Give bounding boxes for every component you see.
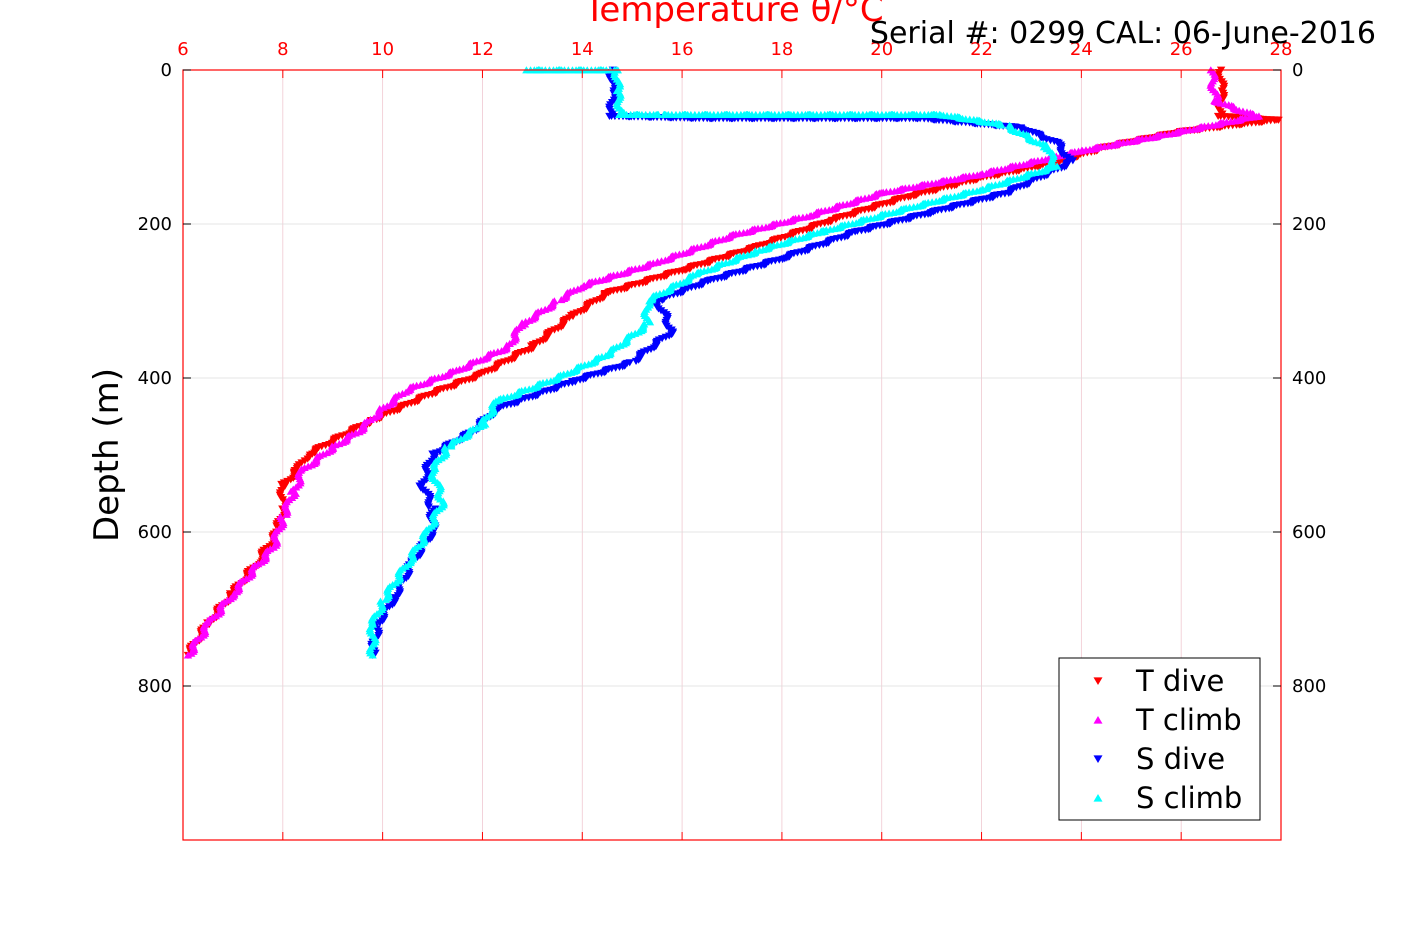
x-tick-label: 22 [970,39,993,60]
data-point [183,651,193,659]
y-tick-label-left: 600 [138,522,172,543]
x-tick-label: 8 [277,39,288,60]
x-tick-label: 10 [371,39,394,60]
data-point [654,110,663,119]
x-tick-label: 24 [1070,39,1093,60]
data-point [424,503,433,511]
x-tick-label: 6 [177,39,188,60]
data-point [447,442,456,450]
y-axis-label: Depth (m) [87,368,127,542]
series-t-climb [183,66,1264,659]
y-tick-label-right: 800 [1292,676,1326,697]
y-tick-label-left: 400 [138,368,172,389]
x-tick-label: 20 [870,39,893,60]
legend-marker [1093,755,1103,764]
legend-marker [1093,677,1103,686]
legend-marker [1093,715,1103,724]
legend-box [1058,657,1261,821]
y-tick-label-right: 200 [1292,214,1326,235]
legend-marker [1093,793,1103,802]
y-tick-label-right: 600 [1292,522,1326,543]
data-point [368,651,377,659]
x-tick-label: 28 [1270,39,1293,60]
legend-label: S climb [1136,781,1242,815]
plot-frame [182,69,1282,841]
x-tick-label: 14 [571,39,594,60]
x-tick-label: 12 [471,39,494,60]
chart-title: Temperature θ/°C [583,0,883,30]
y-tick-label-left: 200 [138,214,172,235]
series-t-dive [183,66,1283,659]
legend-label: T climb [1135,703,1242,737]
data-point [282,510,291,518]
x-tick-label: 16 [671,39,694,60]
x-tick-label: 18 [770,39,793,60]
y-tick-label-left: 0 [161,60,172,81]
x-tick-label: 26 [1170,39,1193,60]
serial-annotation: Serial #: 0299 CAL: 06-June-2016 [870,16,1376,51]
data-point [645,318,655,326]
legend-label: S dive [1136,742,1225,776]
legend-label: T dive [1135,664,1224,698]
legend: T dive T climb S dive S climb [1058,657,1261,821]
data-point [286,487,296,495]
data-point [997,121,1006,129]
y-tick-label-right: 400 [1292,368,1326,389]
series-s-climb [365,66,1062,659]
y-tick-label-right: 0 [1292,60,1303,81]
y-tick-label-left: 800 [138,676,172,697]
data-point [381,595,391,603]
data-point [631,357,641,366]
data-point [557,296,566,304]
data-markers [183,66,1283,659]
